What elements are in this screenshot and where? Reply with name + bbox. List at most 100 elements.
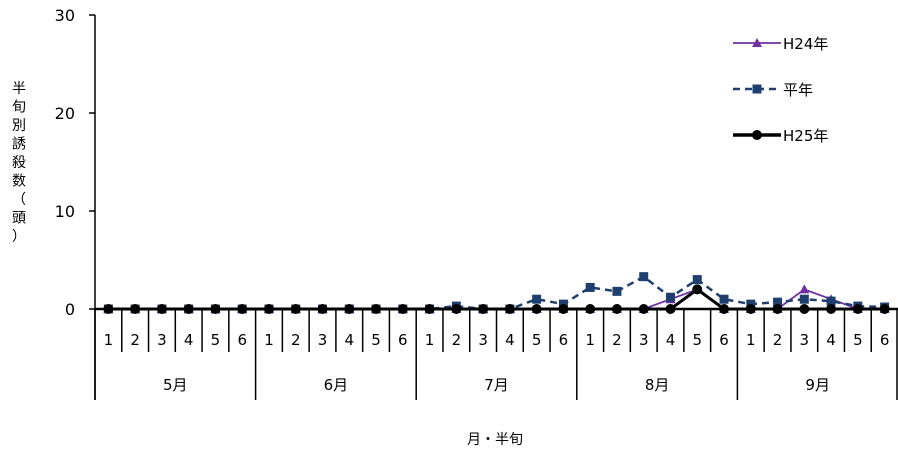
x-axis-title: 月・半旬 (467, 432, 523, 448)
month-label: 6月 (324, 376, 349, 394)
month-label: 9月 (805, 376, 830, 394)
square-marker (826, 296, 836, 306)
x-category-label: 2 (291, 331, 301, 349)
y-axis-title-char: （ (12, 192, 26, 208)
x-category-label: 6 (398, 331, 408, 349)
month-label: 8月 (645, 376, 670, 394)
x-category-label: 5 (211, 331, 221, 349)
circle-marker (451, 304, 462, 314)
circle-marker (397, 304, 408, 314)
y-axis-title-text: 半旬別誘殺数 （ 頭 ） (12, 81, 26, 245)
circle-marker (752, 130, 762, 140)
x-category-label: 4 (184, 331, 194, 349)
x-category-label: 4 (826, 331, 836, 349)
square-marker (532, 294, 542, 304)
x-category-label: 3 (800, 331, 810, 349)
circle-marker (130, 304, 141, 314)
y-axis-title-char: 半 (12, 81, 26, 97)
x-category-label: 1 (585, 331, 595, 349)
x-category-label: 1 (104, 331, 114, 349)
y-axis-title-char: 別 (12, 118, 26, 134)
circle-marker (879, 304, 890, 314)
square-marker (719, 294, 729, 304)
circle-marker (263, 304, 274, 314)
x-category-label: 5 (371, 331, 381, 349)
circle-marker (103, 304, 114, 314)
square-marker (773, 297, 783, 307)
y-axis: 0 10 20 30 (55, 6, 96, 400)
circle-marker (183, 304, 194, 314)
y-tick-label: 0 (65, 300, 75, 319)
x-category-label: 2 (130, 331, 140, 349)
series-H25年 (103, 284, 890, 314)
x-category-label: 1 (746, 331, 756, 349)
x-category-label: 2 (773, 331, 783, 349)
circle-marker (290, 304, 301, 314)
y-tick-label: 10 (55, 202, 75, 221)
legend-label: H25年 (783, 127, 828, 145)
month-label: 7月 (484, 376, 509, 394)
y-axis-title-char: 頭 (12, 211, 26, 227)
legend-label: H24年 (783, 35, 828, 53)
square-marker (639, 272, 649, 282)
x-category-label: 6 (719, 331, 729, 349)
x-category-label: 2 (452, 331, 462, 349)
x-category-label: 6 (559, 331, 569, 349)
x-category-label: 6 (237, 331, 247, 349)
circle-marker (504, 304, 515, 314)
circle-marker (826, 304, 837, 314)
circle-marker (799, 304, 810, 314)
x-category-label: 3 (478, 331, 488, 349)
x-category-label: 4 (345, 331, 355, 349)
y-axis-title-char: 殺 (12, 155, 26, 171)
circle-marker (156, 304, 167, 314)
circle-marker (852, 304, 863, 314)
circle-marker (558, 304, 569, 314)
plot-series (103, 272, 890, 314)
y-axis-title-char: 数 (12, 174, 26, 190)
circle-marker (665, 304, 676, 314)
y-axis-title-char: ） (12, 229, 26, 245)
circle-marker (772, 304, 783, 314)
x-axis: 1 2 3 4 5 6 1 2 3 4 5 6 1 2 3 4 5 6 1 2 3 4 5 6 1 2 3 4 5 65月 6月 7月 8月 9月 (94, 307, 898, 400)
y-axis-title-char: 誘 (12, 137, 26, 153)
triangle-marker (799, 284, 810, 294)
circle-marker (745, 304, 756, 314)
y-axis-title: 半旬別誘殺数 （ 頭 ） (12, 81, 26, 245)
series-line (108, 275, 885, 311)
series-line (108, 288, 885, 310)
circle-marker (531, 304, 542, 314)
x-category-label: 1 (264, 331, 274, 349)
x-category-label: 2 (612, 331, 622, 349)
series-平年 (103, 272, 890, 314)
circle-marker (585, 304, 596, 314)
square-marker (752, 84, 762, 94)
x-category-label: 4 (666, 331, 676, 349)
y-axis-title-char: 旬 (12, 100, 26, 116)
x-category-label: 5 (692, 331, 702, 349)
legend-label: 平年 (783, 81, 813, 99)
x-category-label: 3 (639, 331, 649, 349)
x-category-label: 3 (318, 331, 328, 349)
y-tick-label: 30 (55, 6, 75, 25)
circle-marker (692, 284, 703, 295)
square-marker (799, 294, 809, 304)
triangle-marker (752, 38, 762, 47)
circle-marker (611, 304, 622, 314)
series-line (108, 287, 885, 311)
x-category-label: 4 (505, 331, 515, 349)
square-marker (612, 286, 622, 296)
circle-marker (371, 304, 382, 314)
y-tick-label: 20 (55, 104, 75, 123)
circle-marker (237, 304, 248, 314)
circle-marker (344, 304, 355, 314)
x-category-label: 6 (880, 331, 890, 349)
circle-marker (638, 304, 649, 314)
circle-marker (424, 304, 435, 314)
month-label: 5月 (163, 376, 188, 394)
x-category-label: 5 (853, 331, 863, 349)
circle-marker (210, 304, 221, 314)
square-marker (692, 275, 702, 285)
